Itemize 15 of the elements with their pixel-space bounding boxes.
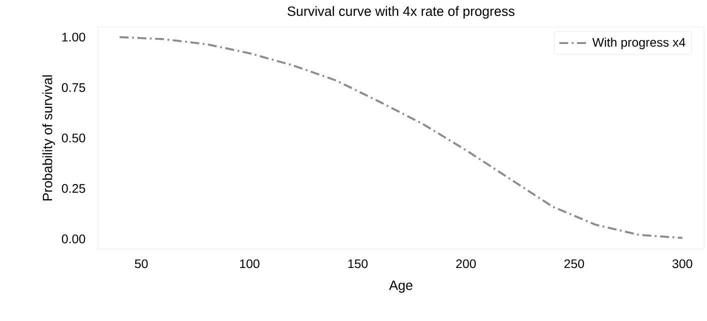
- x-tick-label: 50: [134, 259, 148, 268]
- x-tick-label: 200: [456, 259, 476, 268]
- legend-label: With progress x4: [592, 38, 686, 50]
- x-tick-label: 150: [348, 259, 368, 268]
- chart-title: Survival curve with 4x rate of progress: [288, 6, 514, 19]
- x-tick-label: 250: [564, 259, 584, 268]
- y-tick-label: 0.25: [62, 184, 86, 193]
- y-axis-title: Probability of survival: [42, 75, 55, 200]
- x-axis-title: Age: [389, 280, 412, 293]
- y-tick-label: 1.00: [62, 32, 86, 42]
- y-tick-label: 0.00: [62, 234, 86, 244]
- x-tick-label: 100: [240, 259, 260, 268]
- y-tick-label: 0.50: [62, 134, 86, 142]
- y-tick-label: 0.75: [62, 83, 86, 92]
- x-tick-label: 300: [672, 259, 692, 268]
